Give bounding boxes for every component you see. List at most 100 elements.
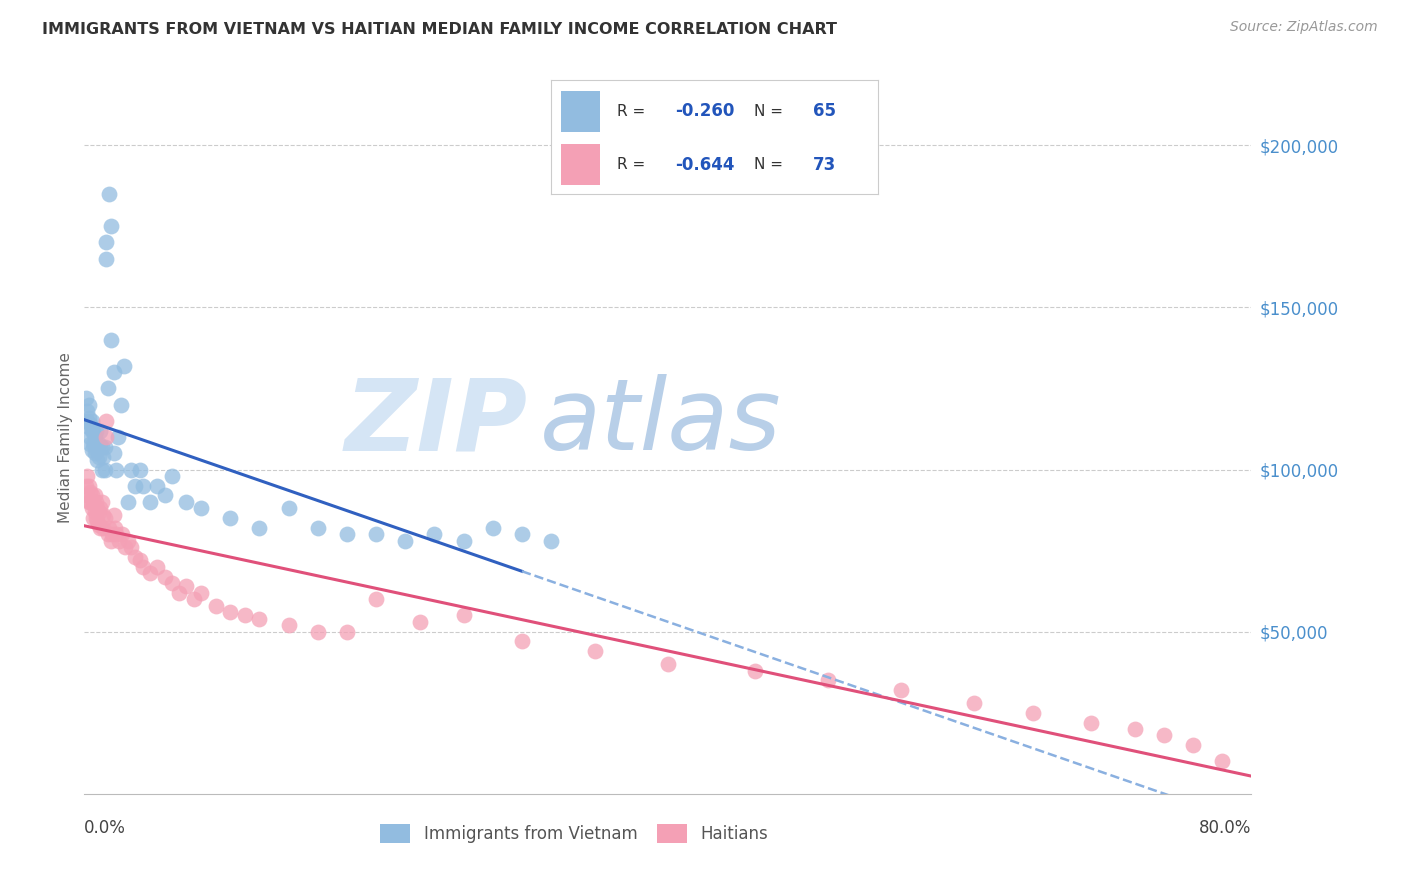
Point <box>153 488 176 502</box>
Point <box>105 527 128 541</box>
Point <box>86 515 108 529</box>
Point <box>79 495 101 509</box>
Point <box>132 559 155 574</box>
Point <box>1211 755 1233 769</box>
Point <box>96 414 118 428</box>
Point <box>167 586 190 600</box>
Point <box>394 533 416 548</box>
Point <box>100 533 122 548</box>
Point <box>77 495 100 509</box>
Point <box>219 605 242 619</box>
Point <box>94 462 117 476</box>
Point <box>79 417 101 431</box>
Point <box>110 398 132 412</box>
Point <box>108 533 131 548</box>
Point <box>117 495 139 509</box>
Point <box>277 618 299 632</box>
Point <box>86 452 108 467</box>
Point <box>98 186 121 201</box>
Point <box>75 479 97 493</box>
Point <box>247 521 270 535</box>
Point <box>233 608 256 623</box>
Point <box>128 462 150 476</box>
Point <box>277 501 299 516</box>
Point <box>97 381 120 395</box>
Legend: Immigrants from Vietnam, Haitians: Immigrants from Vietnam, Haitians <box>374 818 775 850</box>
Point <box>510 634 533 648</box>
Point <box>94 440 117 454</box>
Point <box>124 550 146 565</box>
Point <box>453 533 475 548</box>
Point <box>103 446 125 460</box>
Point <box>83 505 105 519</box>
Point <box>87 505 110 519</box>
Point <box>111 527 134 541</box>
Point <box>80 501 103 516</box>
Point <box>87 436 110 450</box>
Point <box>89 440 111 454</box>
Text: atlas: atlas <box>540 375 782 471</box>
Text: Source: ZipAtlas.com: Source: ZipAtlas.com <box>1230 20 1378 34</box>
Point <box>146 479 169 493</box>
Point <box>94 511 117 525</box>
Point <box>890 683 912 698</box>
Point <box>90 440 112 454</box>
Point <box>963 696 986 710</box>
Point <box>112 359 135 373</box>
Point <box>89 424 111 438</box>
Point <box>1021 706 1043 720</box>
Point <box>409 615 432 629</box>
Point <box>336 624 359 639</box>
Point <box>219 511 242 525</box>
Point <box>247 612 270 626</box>
Point <box>89 501 111 516</box>
Point <box>84 495 107 509</box>
Point <box>75 391 97 405</box>
Point <box>89 521 111 535</box>
Point <box>91 508 114 522</box>
Point <box>139 566 162 581</box>
Point <box>79 436 101 450</box>
Point <box>104 521 127 535</box>
Point <box>80 424 103 438</box>
Point <box>79 485 101 500</box>
Point <box>423 527 446 541</box>
Point <box>77 479 100 493</box>
Point <box>160 576 183 591</box>
Point <box>117 533 139 548</box>
Point <box>96 235 118 250</box>
Point <box>82 495 104 509</box>
Point <box>76 469 98 483</box>
Text: 80.0%: 80.0% <box>1199 819 1251 837</box>
Point <box>76 488 98 502</box>
Point <box>481 521 505 535</box>
Point <box>1153 729 1175 743</box>
Point <box>100 333 122 347</box>
Point <box>87 450 110 464</box>
Point <box>79 430 101 444</box>
Point <box>817 673 839 688</box>
Point <box>98 521 121 535</box>
Point <box>153 569 176 583</box>
Point <box>84 424 107 438</box>
Point <box>204 599 226 613</box>
Point <box>87 517 110 532</box>
Point <box>510 527 533 541</box>
Point <box>84 511 107 525</box>
Point <box>77 410 100 425</box>
Point <box>83 436 105 450</box>
Point <box>84 443 107 458</box>
Point <box>82 424 104 438</box>
Point <box>657 657 679 672</box>
Point <box>77 420 100 434</box>
Point <box>744 664 766 678</box>
Point <box>540 533 562 548</box>
Point <box>80 443 103 458</box>
Point <box>366 592 388 607</box>
Point <box>160 469 183 483</box>
Point <box>90 495 112 509</box>
Point <box>91 450 114 464</box>
Point <box>146 559 169 574</box>
Point <box>90 462 112 476</box>
Point <box>83 446 105 460</box>
